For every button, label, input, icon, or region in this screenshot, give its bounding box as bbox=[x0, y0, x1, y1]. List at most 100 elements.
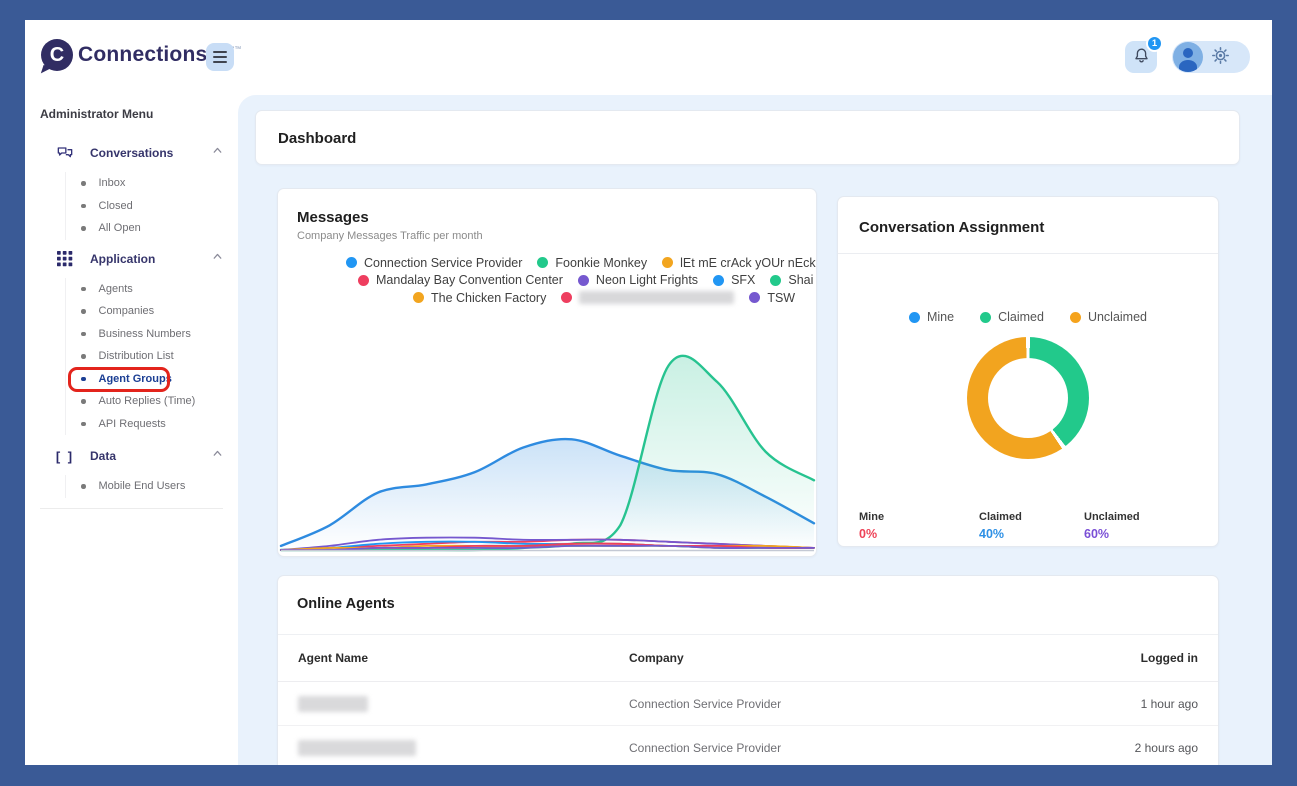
bullet-icon bbox=[81, 203, 86, 208]
traffic-line-chart bbox=[279, 354, 816, 552]
sidebar-section-header-conversations[interactable]: Conversations bbox=[25, 138, 238, 168]
assignment-stats: Mine 0% Claimed 40% Unclaimed 60% bbox=[838, 511, 1218, 551]
sidebar-item-label: Agent Groups bbox=[98, 372, 172, 385]
messages-subtitle: Company Messages Traffic per month bbox=[297, 230, 483, 242]
legend-item-tsw[interactable]: TSW bbox=[749, 291, 795, 305]
company-cell: Connection Service Provider bbox=[629, 696, 782, 711]
column-header-logged-in: Logged in bbox=[1140, 651, 1198, 665]
legend-item-foonkie-monkey[interactable]: Foonkie Monkey bbox=[537, 256, 647, 270]
legend-dot-icon bbox=[908, 311, 920, 323]
legend-item-the-chicken-factory[interactable]: The Chicken Factory bbox=[413, 291, 546, 305]
legend-dot-icon bbox=[713, 274, 725, 286]
sidebar-section-header-application[interactable]: Application bbox=[25, 244, 238, 274]
redacted-agent-name bbox=[298, 695, 368, 712]
series-area-foonkie-monkey bbox=[281, 355, 814, 551]
legend-item-shai-compan[interactable]: Shai Compan bbox=[770, 273, 816, 287]
messages-legend: Connection Service Provider Foonkie Monke… bbox=[278, 254, 816, 307]
sidebar-divider bbox=[40, 507, 223, 509]
online-agents-title: Online Agents bbox=[297, 596, 395, 612]
notification-badge: 1 bbox=[1146, 35, 1163, 52]
stat-value: 0% bbox=[859, 527, 878, 541]
assignment-legend-unclaimed[interactable]: Unclaimed bbox=[1069, 310, 1147, 324]
sidebar-toggle-button[interactable] bbox=[206, 43, 234, 71]
section-items: Agents Companies Business Numbers Distribut… bbox=[65, 277, 238, 436]
assignment-legend-claimed[interactable]: Claimed bbox=[980, 310, 1044, 324]
legend-dot-icon bbox=[1069, 311, 1081, 323]
sidebar-item-api-requests[interactable]: API Requests bbox=[66, 413, 238, 436]
sidebar-item-label: Mobile End Users bbox=[98, 480, 186, 493]
user-menu bbox=[1172, 41, 1250, 73]
assignment-legend: Mine Claimed Unclaimed bbox=[838, 310, 1218, 324]
series-line-tsw bbox=[280, 544, 815, 552]
sidebar-item-all-open[interactable]: All Open bbox=[66, 217, 238, 240]
agents-table-body: Connection Service Provider 1 hour ago Con… bbox=[278, 682, 1218, 765]
section-items: Inbox Closed All Open bbox=[65, 172, 238, 240]
sidebar-item-business-numbers[interactable]: Business Numbers bbox=[66, 323, 238, 346]
sidebar-item-label: Distribution List bbox=[98, 350, 174, 363]
sidebar-title: Administrator Menu bbox=[40, 107, 154, 121]
stat-label: Mine bbox=[859, 511, 885, 523]
stat-label: Unclaimed bbox=[1084, 511, 1140, 523]
sidebar-item-mobile-end-users[interactable]: Mobile End Users bbox=[66, 475, 238, 498]
assignment-donut-chart bbox=[967, 337, 1089, 459]
legend-dot-icon bbox=[770, 274, 782, 286]
bullet-icon bbox=[81, 181, 86, 186]
chevron-up-icon bbox=[211, 447, 224, 465]
legend-dot-icon bbox=[537, 257, 549, 269]
bullet-icon bbox=[81, 354, 86, 359]
redacted-agent-name bbox=[298, 739, 416, 756]
stat-value: 40% bbox=[979, 527, 1005, 541]
bullet-icon bbox=[81, 421, 86, 426]
legend-item-redacted[interactable] bbox=[561, 291, 735, 305]
legend-item-neon-light-frights[interactable]: Neon Light Frights bbox=[577, 273, 698, 287]
legend-item-sfx[interactable]: SFX bbox=[713, 273, 755, 287]
legend-dot-icon bbox=[749, 292, 761, 304]
assignment-title: Conversation Assignment bbox=[859, 219, 1045, 236]
bullet-icon bbox=[81, 286, 86, 291]
legend-label: Mine bbox=[926, 310, 955, 324]
legend-row: The Chicken Factory TSW bbox=[278, 289, 816, 307]
bullet-icon bbox=[81, 331, 86, 336]
sidebar-item-agent-groups[interactable]: Agent Groups bbox=[66, 366, 238, 392]
series-line-neon-light-frights bbox=[280, 536, 815, 551]
legend-item-mandalay-bay-convention-center[interactable]: Mandalay Bay Convention Center bbox=[358, 273, 563, 287]
legend-dot-icon bbox=[358, 274, 369, 286]
legend-dot-icon bbox=[662, 257, 674, 269]
donut-hole bbox=[988, 358, 1068, 438]
legend-label: Unclaimed bbox=[1087, 310, 1147, 324]
hamburger-icon bbox=[213, 51, 227, 53]
bullet-icon bbox=[81, 376, 86, 381]
sidebar-section-data: [ ] Data Mobile End Users bbox=[25, 441, 238, 498]
logo-tm: ™ bbox=[234, 45, 242, 53]
column-header-company: Company bbox=[629, 651, 684, 665]
notifications-button[interactable]: 1 bbox=[1125, 35, 1163, 73]
assignment-legend-mine[interactable]: Mine bbox=[908, 310, 955, 324]
section-items: Mobile End Users bbox=[65, 475, 238, 498]
stat-unclaimed: Unclaimed 60% bbox=[1084, 511, 1140, 541]
sidebar-item-auto-replies-time[interactable]: Auto Replies (Time) bbox=[66, 390, 238, 413]
legend-label: Claimed bbox=[998, 310, 1044, 324]
sidebar-section-header-data[interactable]: [ ] Data bbox=[25, 441, 238, 471]
bullet-icon bbox=[81, 226, 86, 231]
logged-in-cell: 1 hour ago bbox=[1140, 696, 1198, 711]
sidebar: Administrator Menu Conversations Inbox Clo… bbox=[25, 95, 238, 765]
app-window: C ConnectionsXT™ 1 bbox=[25, 20, 1272, 765]
avatar[interactable] bbox=[1173, 42, 1203, 72]
sidebar-item-label: Agents bbox=[98, 282, 133, 295]
settings-button[interactable] bbox=[1211, 46, 1230, 68]
legend-item-connection-service-provider[interactable]: Connection Service Provider bbox=[346, 256, 522, 270]
app-header: C ConnectionsXT™ 1 bbox=[25, 20, 1272, 95]
sidebar-item-inbox[interactable]: Inbox bbox=[66, 172, 238, 195]
sidebar-item-agents[interactable]: Agents bbox=[66, 278, 238, 301]
sidebar-item-companies[interactable]: Companies bbox=[66, 300, 238, 323]
stat-value: 60% bbox=[1084, 527, 1110, 541]
sidebar-item-distribution-list[interactable]: Distribution List bbox=[66, 345, 238, 368]
stat-mine: Mine 0% bbox=[859, 511, 884, 541]
table-row: Connection Service Provider 2 hours ago bbox=[278, 726, 1218, 765]
conversation-assignment-card: Conversation Assignment Mine Claimed Uncla… bbox=[837, 196, 1219, 547]
legend-item-let-me-crack-your-neck-compan[interactable]: lEt mE crAck yOUr nEck compan bbox=[662, 256, 816, 270]
column-header-agent-name: Agent Name bbox=[298, 651, 369, 665]
legend-dot-icon bbox=[346, 257, 357, 269]
stat-claimed: Claimed 40% bbox=[979, 511, 1022, 541]
sidebar-item-closed[interactable]: Closed bbox=[66, 195, 238, 218]
